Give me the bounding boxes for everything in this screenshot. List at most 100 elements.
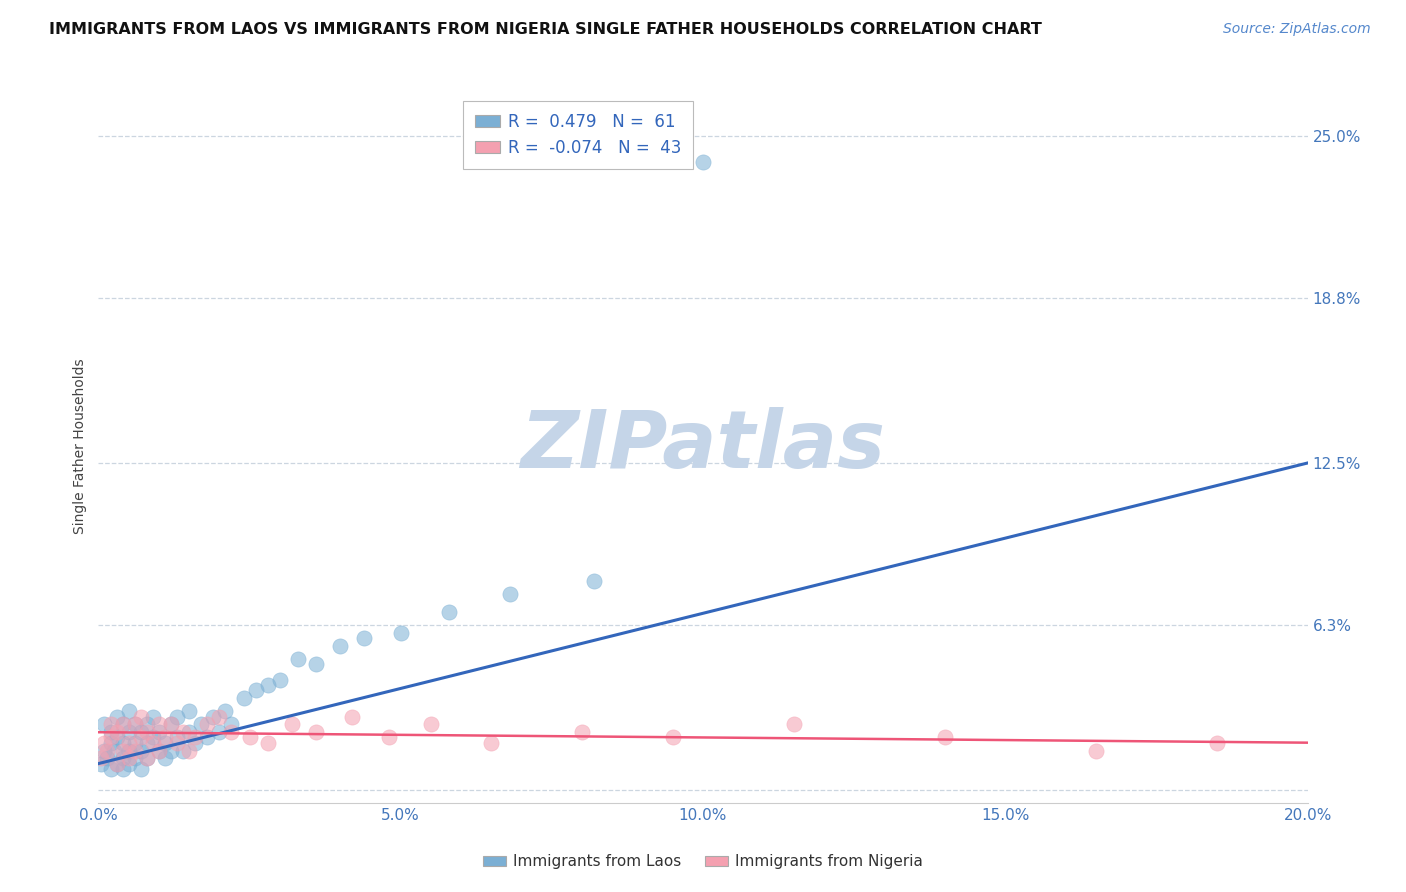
Point — [172, 725, 194, 739]
Point — [129, 743, 152, 757]
Point — [160, 717, 183, 731]
Point — [420, 717, 443, 731]
Point — [269, 673, 291, 687]
Point — [305, 657, 328, 672]
Point — [96, 751, 118, 765]
Point — [105, 725, 128, 739]
Point — [129, 725, 152, 739]
Point — [124, 736, 146, 750]
Point — [135, 717, 157, 731]
Point — [124, 717, 146, 731]
Point — [1206, 736, 1229, 750]
Point — [90, 756, 112, 771]
Point — [481, 736, 503, 750]
Point — [118, 725, 141, 739]
Point — [377, 731, 399, 745]
Point — [166, 709, 188, 723]
Point — [329, 639, 352, 653]
Point — [93, 743, 115, 757]
Point — [221, 717, 243, 731]
Point — [195, 717, 218, 731]
Point — [135, 751, 157, 765]
Point — [111, 717, 134, 731]
Point — [148, 743, 170, 757]
Point — [208, 709, 231, 723]
Y-axis label: Single Father Households: Single Father Households — [73, 359, 87, 533]
Point — [208, 725, 231, 739]
Point — [100, 717, 122, 731]
Point — [148, 725, 170, 739]
Point — [124, 751, 146, 765]
Point — [111, 762, 134, 776]
Point — [129, 731, 152, 745]
Point — [93, 717, 115, 731]
Point — [111, 717, 134, 731]
Point — [118, 743, 141, 757]
Point — [118, 736, 141, 750]
Point — [1085, 743, 1108, 757]
Point — [214, 704, 236, 718]
Point — [287, 652, 309, 666]
Point — [118, 704, 141, 718]
Point — [281, 717, 304, 731]
Point — [142, 731, 165, 745]
Point — [100, 762, 122, 776]
Point — [153, 736, 176, 750]
Point — [111, 743, 134, 757]
Point — [184, 731, 207, 745]
Point — [124, 717, 146, 731]
Legend: R =  0.479   N =  61, R =  -0.074   N =  43: R = 0.479 N = 61, R = -0.074 N = 43 — [464, 101, 693, 169]
Point — [142, 709, 165, 723]
Point — [105, 731, 128, 745]
Point — [245, 683, 267, 698]
Point — [305, 725, 328, 739]
Point — [190, 717, 212, 731]
Point — [135, 736, 157, 750]
Point — [498, 587, 520, 601]
Point — [583, 574, 606, 588]
Point — [661, 731, 683, 745]
Point — [90, 751, 112, 765]
Point — [184, 736, 207, 750]
Point — [202, 709, 225, 723]
Point — [111, 751, 134, 765]
Point — [105, 709, 128, 723]
Point — [135, 725, 157, 739]
Point — [142, 736, 165, 750]
Point — [100, 725, 122, 739]
Point — [160, 743, 183, 757]
Point — [153, 751, 176, 765]
Point — [692, 155, 714, 169]
Point — [100, 731, 122, 745]
Point — [221, 725, 243, 739]
Point — [256, 736, 278, 750]
Point — [105, 756, 128, 771]
Point — [172, 743, 194, 757]
Point — [256, 678, 278, 692]
Point — [118, 751, 141, 765]
Legend: Immigrants from Laos, Immigrants from Nigeria: Immigrants from Laos, Immigrants from Ni… — [477, 848, 929, 875]
Point — [437, 605, 460, 619]
Point — [571, 725, 593, 739]
Point — [105, 756, 128, 771]
Point — [160, 717, 183, 731]
Point — [129, 762, 152, 776]
Point — [93, 736, 115, 750]
Point — [342, 709, 364, 723]
Point — [783, 717, 806, 731]
Point — [166, 736, 188, 750]
Point — [124, 743, 146, 757]
Point — [179, 743, 201, 757]
Point — [353, 631, 375, 645]
Point — [96, 743, 118, 757]
Point — [129, 709, 152, 723]
Point — [103, 743, 125, 757]
Point — [100, 736, 122, 750]
Point — [195, 731, 218, 745]
Point — [118, 756, 141, 771]
Text: IMMIGRANTS FROM LAOS VS IMMIGRANTS FROM NIGERIA SINGLE FATHER HOUSEHOLDS CORRELA: IMMIGRANTS FROM LAOS VS IMMIGRANTS FROM … — [49, 22, 1042, 37]
Text: Source: ZipAtlas.com: Source: ZipAtlas.com — [1223, 22, 1371, 37]
Point — [148, 717, 170, 731]
Point — [135, 751, 157, 765]
Point — [148, 743, 170, 757]
